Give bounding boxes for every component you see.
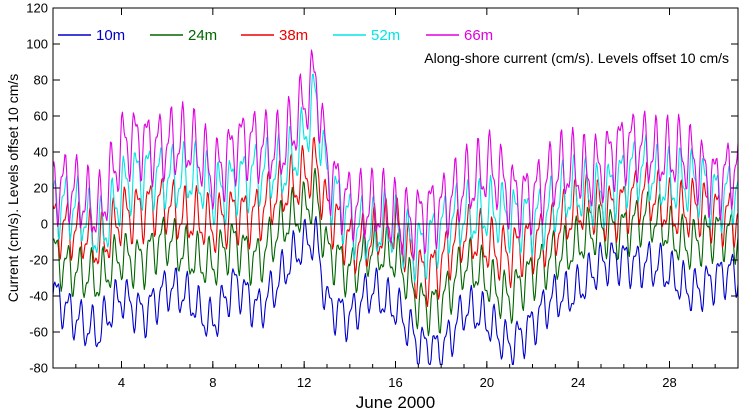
legend-label-24m: 24m bbox=[188, 27, 217, 44]
series-line-10m bbox=[52, 215, 739, 365]
y-tick-label-8: 80 bbox=[34, 73, 48, 88]
legend-label-10m: 10m bbox=[96, 27, 125, 44]
y-tick-label-1: -60 bbox=[29, 325, 48, 340]
y-tick-label-10: 120 bbox=[26, 1, 48, 16]
y-tick-label-7: 60 bbox=[34, 109, 48, 124]
chart-annotation: Along-shore current (cm/s). Levels offse… bbox=[424, 50, 729, 66]
x-axis-title: June 2000 bbox=[356, 393, 435, 412]
y-tick-label-6: 40 bbox=[34, 145, 48, 160]
x-tick-label-0: 4 bbox=[118, 375, 125, 390]
x-tick-label-1: 8 bbox=[209, 375, 216, 390]
series-line-38m bbox=[52, 136, 739, 307]
y-tick-label-2: -40 bbox=[29, 289, 48, 304]
legend-label-38m: 38m bbox=[279, 27, 308, 44]
x-tick-label-5: 24 bbox=[571, 375, 585, 390]
legend: 10m 24m 38m 52m 66m bbox=[58, 27, 493, 44]
legend-label-52m: 52m bbox=[371, 27, 400, 44]
y-tick-label-9: 100 bbox=[26, 37, 48, 52]
legend-label-66m: 66m bbox=[464, 27, 493, 44]
y-tick-label-4: 0 bbox=[41, 217, 48, 232]
y-axis-title: Current (cm/s). Levels offset 10 cm/s bbox=[5, 74, 21, 302]
series-layer bbox=[52, 49, 739, 365]
series-line-24m bbox=[52, 167, 739, 337]
x-tick-label-3: 16 bbox=[388, 375, 402, 390]
x-tick-label-4: 20 bbox=[480, 375, 494, 390]
y-tick-label-0: -80 bbox=[29, 361, 48, 376]
series-line-66m bbox=[52, 49, 739, 261]
ticks-layer: -80 -60 -40 -20 0 20 40 60 80 100 120 4 8 12 16 20 24 28 bbox=[26, 1, 739, 390]
x-tick-label-2: 12 bbox=[297, 375, 311, 390]
y-tick-label-5: 20 bbox=[34, 181, 48, 196]
x-tick-label-6: 28 bbox=[662, 375, 676, 390]
y-tick-label-3: -20 bbox=[29, 253, 48, 268]
